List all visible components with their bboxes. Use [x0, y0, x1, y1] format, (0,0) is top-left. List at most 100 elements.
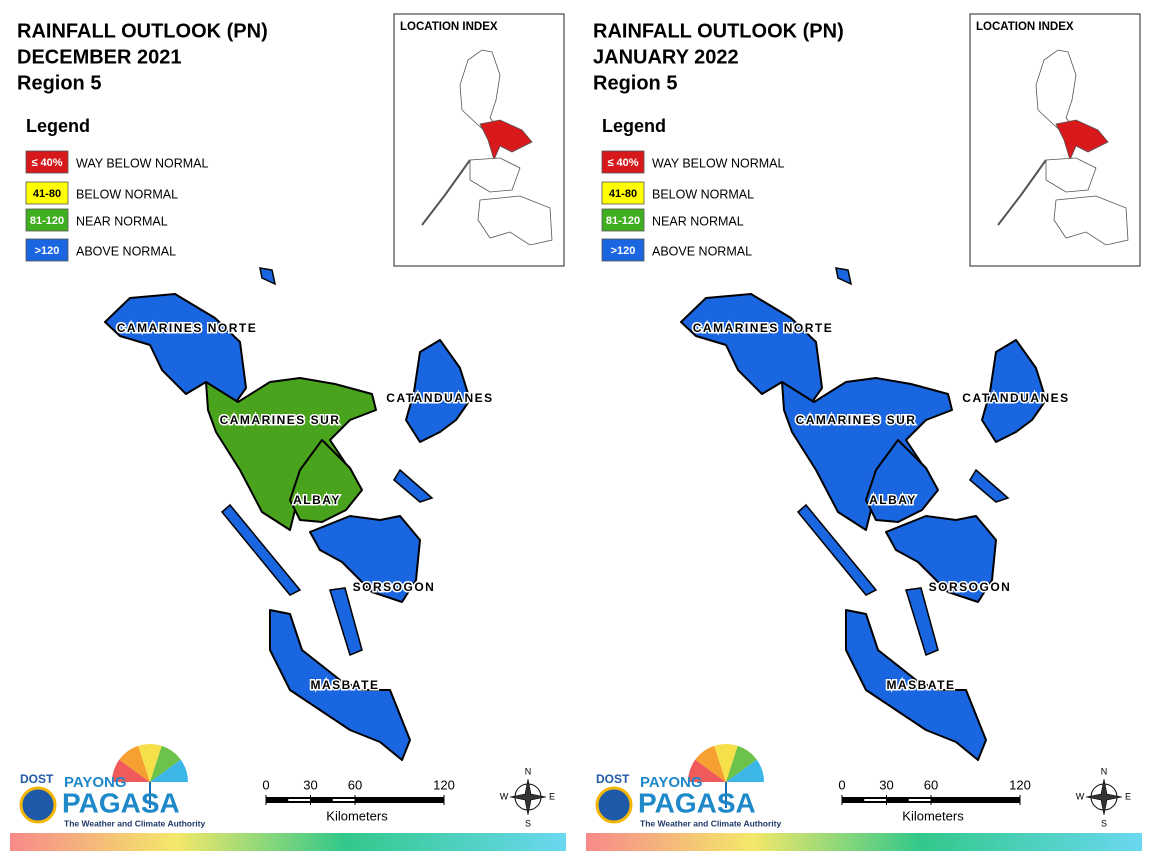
island	[259, 267, 277, 286]
legend-swatch	[25, 150, 69, 174]
legend-range: ≤ 40%	[607, 157, 638, 169]
province	[269, 609, 411, 761]
compass-n: N	[525, 766, 532, 776]
logo-payong: PAYONG	[640, 774, 703, 791]
compass-w: W	[1076, 791, 1085, 801]
scale-label: 30	[879, 777, 893, 792]
logo-pagasa: PAGASA	[62, 787, 180, 818]
logo-seal	[595, 786, 633, 824]
province-label: CATANDUANES	[962, 391, 1069, 405]
province	[289, 439, 363, 523]
compass-e: E	[1125, 791, 1131, 801]
scale-label: 120	[433, 777, 455, 792]
province-label: SORSOGON	[929, 580, 1012, 594]
compass-star	[1085, 778, 1123, 816]
scale-label: 0	[838, 777, 845, 792]
legend-swatch	[25, 208, 69, 232]
legend-label: ABOVE NORMAL	[76, 244, 176, 258]
scale-label: 0	[262, 777, 269, 792]
province	[405, 339, 471, 443]
province-label: MASBATE	[887, 678, 956, 692]
index-visayas	[469, 157, 521, 193]
province	[205, 377, 377, 531]
umbrella-panel	[150, 759, 188, 782]
legend-swatch	[601, 208, 645, 232]
logo-tagline: The Weather and Climate Authority	[64, 818, 205, 828]
umbrella-panel	[714, 744, 738, 782]
compass-e: E	[549, 791, 555, 801]
compass-n: N	[1101, 766, 1108, 776]
legend-range: ≤ 40%	[31, 157, 62, 169]
title-line: Region 5	[17, 72, 101, 94]
scale-segment	[288, 799, 311, 801]
legend-label: BELOW NORMAL	[76, 187, 178, 201]
legend-range: 81-120	[30, 215, 64, 227]
island	[835, 267, 853, 286]
legend-swatch	[25, 238, 69, 262]
province-label: CAMARINES NORTE	[117, 321, 258, 335]
legend-range: 41-80	[33, 188, 61, 200]
island	[220, 503, 302, 596]
index-title: LOCATION INDEX	[976, 21, 1074, 33]
legend-label: WAY BELOW NORMAL	[76, 156, 208, 170]
index-region	[1055, 119, 1109, 162]
island	[329, 587, 363, 657]
logo-pagasa: PAGASA	[638, 787, 756, 818]
compass-s: S	[525, 818, 531, 828]
legend-label: ABOVE NORMAL	[652, 244, 752, 258]
province	[781, 377, 953, 531]
index-mindanao	[1053, 195, 1129, 246]
title-line: RAINFALL OUTLOOK (PN)	[17, 20, 268, 42]
island	[905, 587, 939, 657]
index-visayas	[1045, 157, 1097, 193]
scale-segment	[332, 799, 355, 801]
province	[309, 515, 421, 603]
province	[885, 515, 997, 603]
umbrella-panel	[119, 745, 150, 782]
legend-label: WAY BELOW NORMAL	[652, 156, 784, 170]
scale-label: 60	[348, 777, 362, 792]
compass-star	[509, 778, 547, 816]
province-label: ALBAY	[869, 493, 917, 507]
panel: RAINFALL OUTLOOK (PN) JANUARY 2022 Region …	[586, 13, 1142, 851]
island	[969, 468, 1010, 503]
logo-dost: DOST	[596, 772, 630, 786]
title-line: RAINFALL OUTLOOK (PN)	[593, 20, 844, 42]
scale-segment	[864, 799, 887, 801]
province-label: CAMARINES NORTE	[693, 321, 834, 335]
province	[845, 609, 987, 761]
legend-range: >120	[611, 245, 636, 257]
scale-label: 120	[1009, 777, 1031, 792]
legend-swatch	[601, 150, 645, 174]
compass-s: S	[1101, 818, 1107, 828]
index-mindanao	[477, 195, 553, 246]
title-line: DECEMBER 2021	[17, 46, 182, 68]
legend-title: Legend	[26, 116, 90, 136]
umbrella-panel	[726, 745, 757, 782]
umbrella-panel	[688, 759, 726, 782]
logo-dost: DOST	[20, 772, 54, 786]
province	[865, 439, 939, 523]
logo-payong: PAYONG	[64, 774, 127, 791]
province	[104, 293, 247, 403]
umbrella-panel	[112, 759, 150, 782]
umbrella-panel	[695, 745, 726, 782]
legend-swatch	[601, 238, 645, 262]
logo-tagline: The Weather and Climate Authority	[640, 818, 781, 828]
legend-swatch	[25, 181, 69, 205]
province-label: CAMARINES SUR	[796, 413, 917, 427]
index-palawan	[421, 159, 471, 226]
island	[393, 468, 434, 503]
umbrella-panel	[138, 744, 162, 782]
legend-range: >120	[35, 245, 60, 257]
scale-unit: Kilometers	[902, 808, 964, 823]
scale-label: 30	[303, 777, 317, 792]
province-label: ALBAY	[293, 493, 341, 507]
province-label: CAMARINES SUR	[220, 413, 341, 427]
legend-title: Legend	[602, 116, 666, 136]
province-label: SORSOGON	[353, 580, 436, 594]
logo-seal	[19, 786, 57, 824]
province-label: CATANDUANES	[386, 391, 493, 405]
scale-segment	[908, 799, 931, 801]
